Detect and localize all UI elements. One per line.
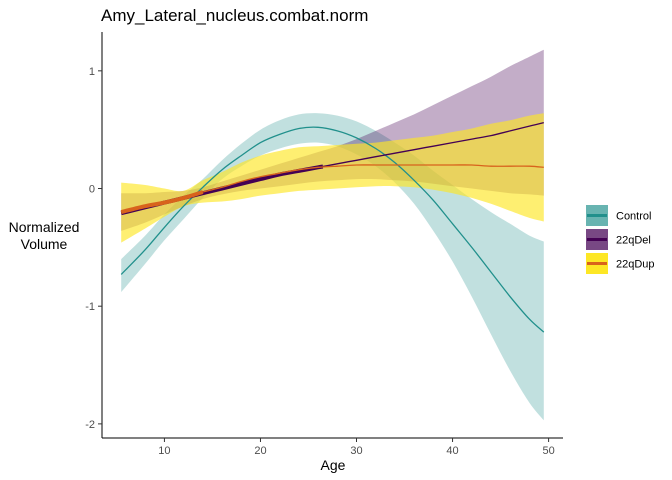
legend-label-control: Control (616, 211, 651, 223)
legend-label-22qdup: 22qDup (616, 259, 655, 271)
x-tick-label: 30 (350, 445, 362, 457)
x-tick-label: 10 (158, 445, 170, 457)
x-tick-label: 40 (446, 445, 458, 457)
axes: 10 20 30 40 50 -2 -1 0 1 (85, 32, 563, 457)
y-axis-title-line-2: Volume (21, 236, 68, 252)
y-tick-label: 1 (89, 66, 95, 78)
plot-area (120, 49, 545, 421)
y-tick-label: -2 (85, 419, 95, 431)
y-tick-label: -1 (85, 301, 95, 313)
y-tick-label: 0 (89, 184, 95, 196)
x-axis-title: Age (321, 457, 346, 473)
x-tick-label: 50 (542, 445, 554, 457)
legend-label-22qdel: 22qDel (616, 235, 651, 247)
chart-title: Amy_Lateral_nucleus.combat.norm (101, 6, 368, 25)
line-thick-22qdup (120, 190, 204, 215)
legend: Control 22qDel 22qDup (586, 205, 655, 274)
x-tick-label: 20 (254, 445, 266, 457)
y-axis-title-line-1: Normalized (9, 219, 80, 235)
